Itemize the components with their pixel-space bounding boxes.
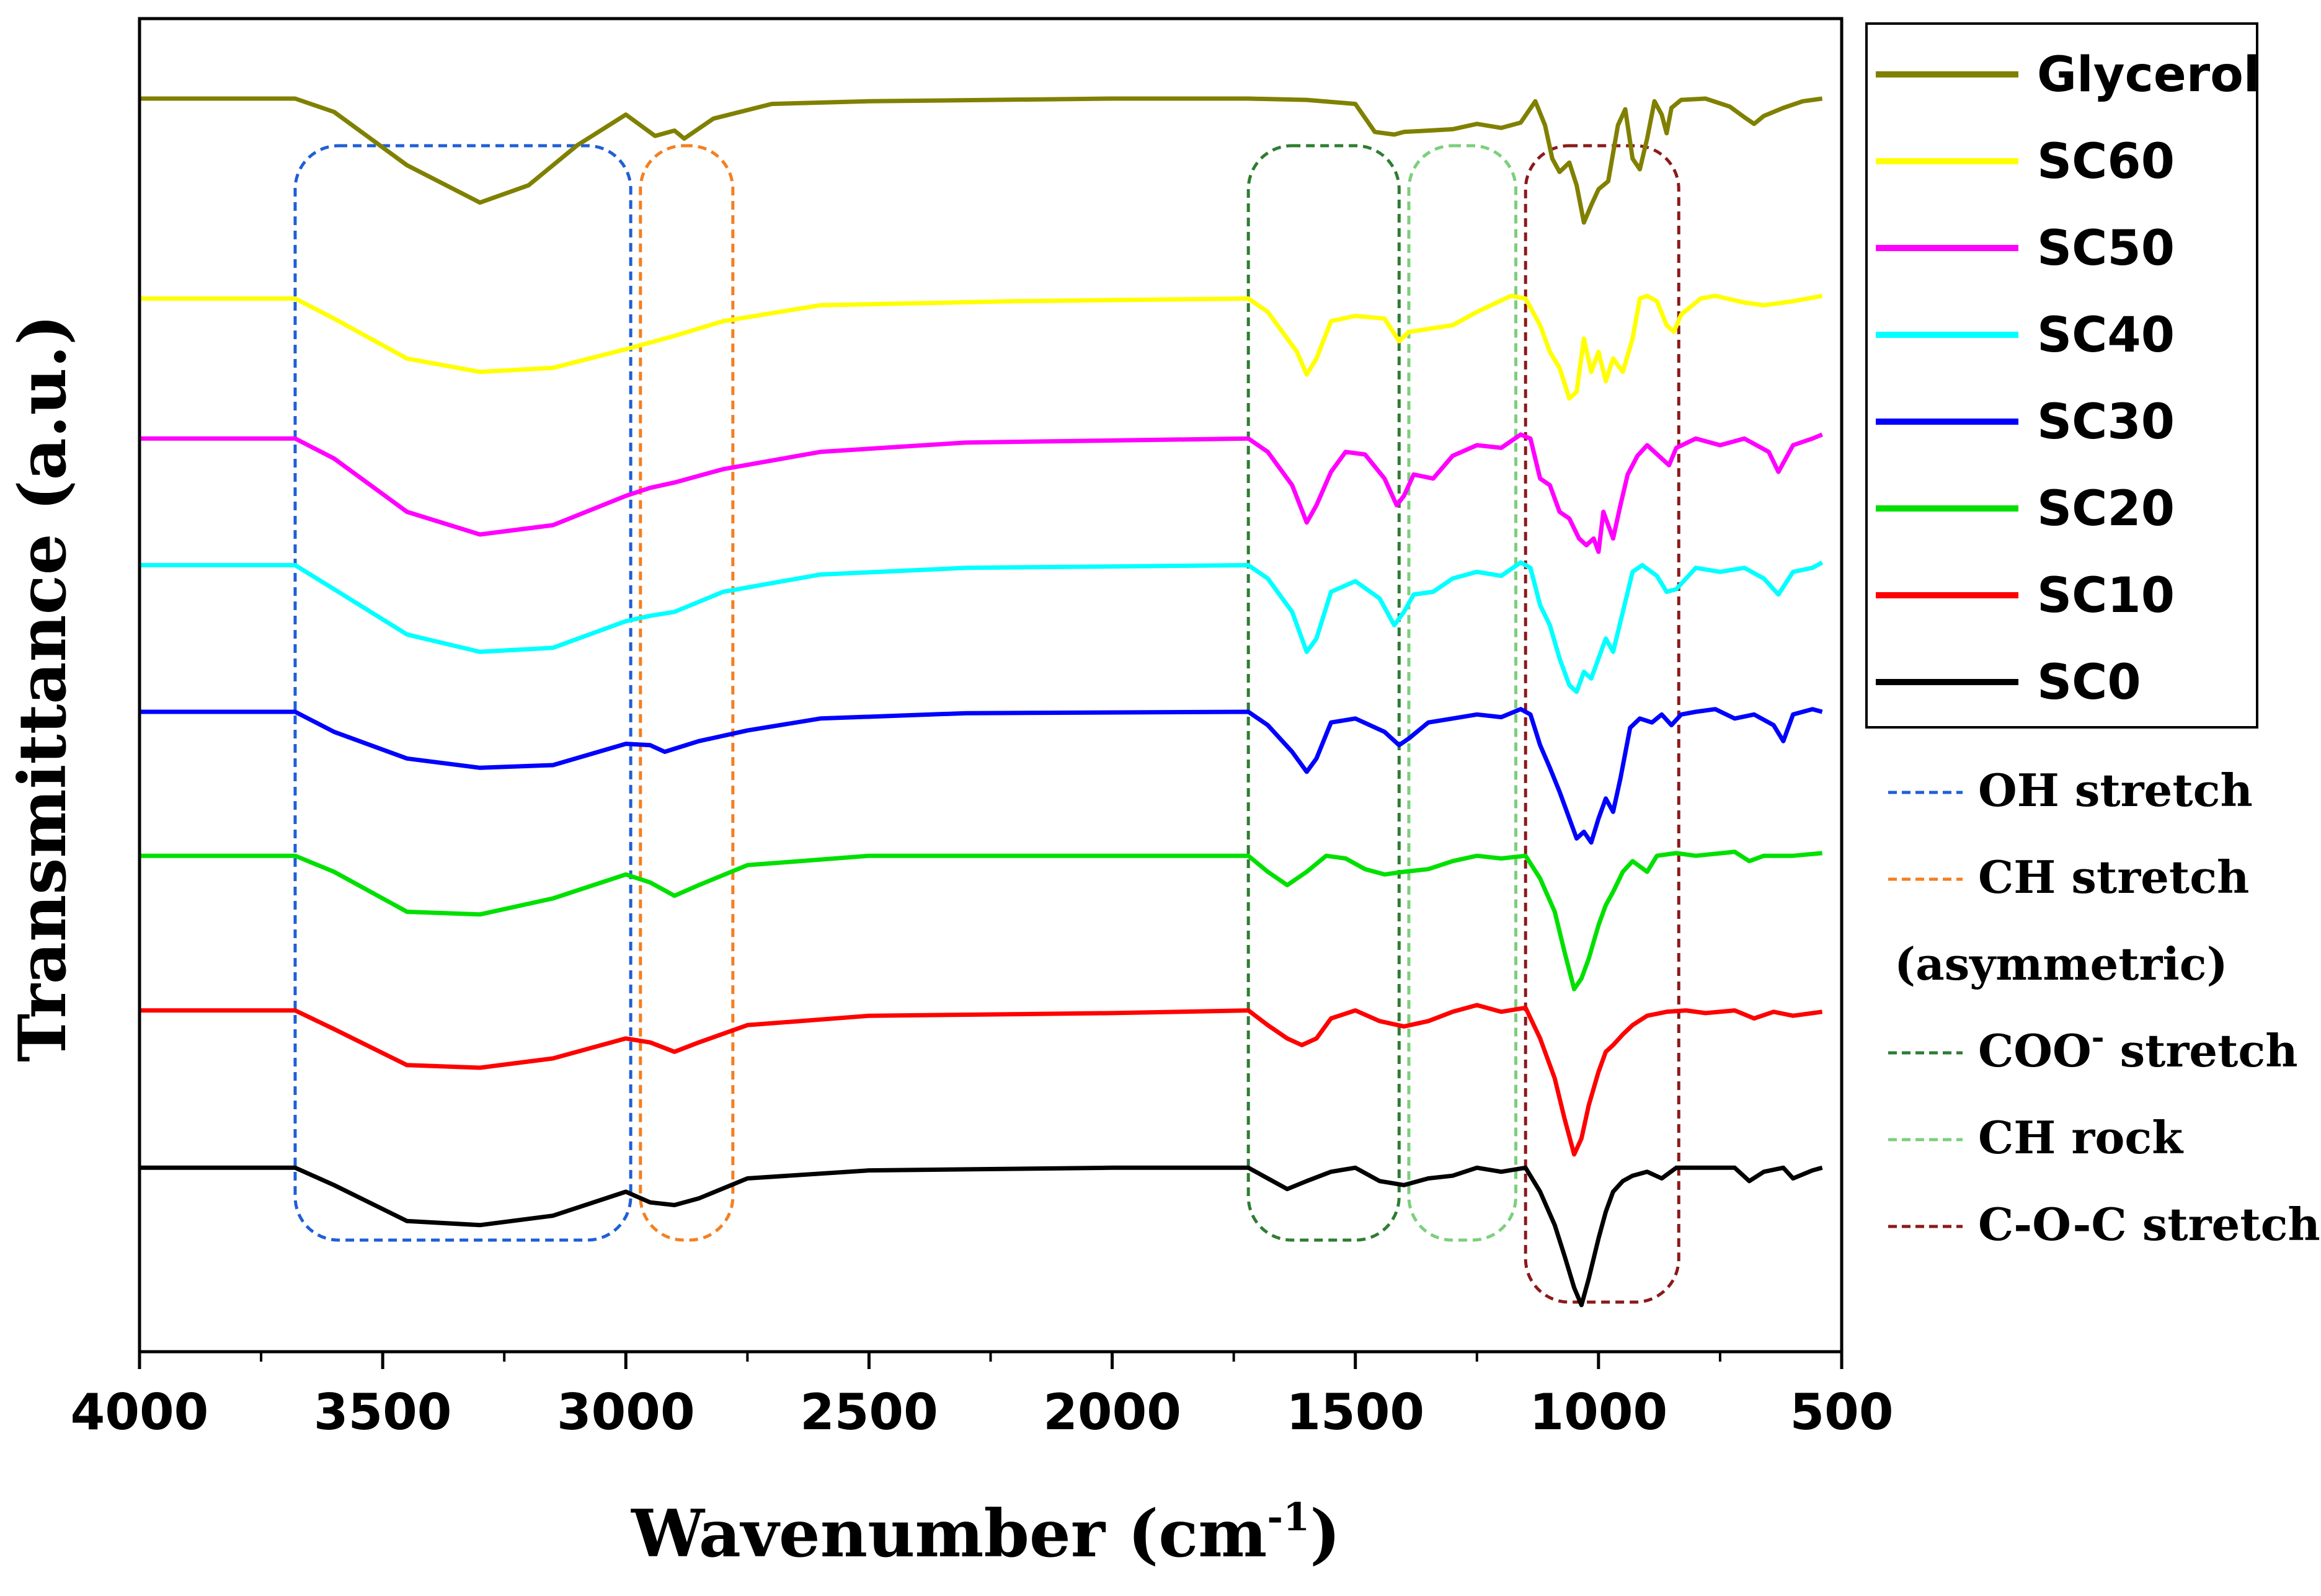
series-line-sc0 [140, 1165, 1823, 1308]
legend-label-sc0: SC0 [2037, 655, 2141, 711]
series-line-glycerol [140, 96, 1823, 225]
legend-label-sc30: SC30 [2037, 394, 2175, 450]
region-legend-label-4: C-O-C stretch [1978, 1198, 2320, 1251]
series-line-sc50 [140, 432, 1823, 554]
legend-label-sc20: SC20 [2037, 481, 2175, 537]
x-tick-label: 1500 [1286, 1383, 1424, 1441]
region-legend-label-2: COO- stretch [1978, 1019, 2298, 1077]
legend: Glycerol SC60 SC50 SC40 SC30 SC20 SC10 SC0 [1865, 22, 2260, 729]
series-line-sc60 [140, 293, 1823, 401]
region-box-2 [1246, 144, 1401, 1242]
series-line-sc30 [140, 707, 1823, 845]
legend-label-glycerol: Glycerol [2037, 47, 2260, 103]
legend-label-sc60: SC60 [2037, 134, 2175, 190]
region-legend: OH stretch CH stretch (asymmetric) COO- str… [1888, 764, 2320, 1251]
region-boxes [293, 144, 1680, 1304]
region-legend-label-1-line2: (asymmetric) [1894, 938, 2228, 990]
legend-box [1865, 22, 2258, 729]
legend-label-sc50: SC50 [2037, 221, 2175, 277]
series-lines [140, 96, 1824, 1308]
x-tick-label: 2000 [1043, 1383, 1181, 1441]
x-title-sup: -1 [1267, 1494, 1310, 1540]
x-tick-label: 500 [1790, 1383, 1894, 1441]
series-line-sc40 [140, 560, 1824, 694]
region-box-1 [639, 144, 735, 1242]
x-tick-label: 1000 [1530, 1383, 1668, 1441]
region-legend-label-0: OH stretch [1978, 764, 2253, 817]
x-tick-label: 3500 [314, 1383, 452, 1441]
region-legend-label-1: CH stretch [1978, 851, 2249, 903]
x-tick-label: 3000 [557, 1383, 695, 1441]
y-axis-title: Transmittance (a.u.) [4, 314, 81, 1062]
legend-label-sc40: SC40 [2037, 308, 2175, 363]
x-axis-title: Wavenumber (cm-1) [631, 1494, 1341, 1572]
region-box-3 [1407, 144, 1518, 1242]
series-line-sc10 [140, 1003, 1823, 1157]
x-title-main: Wavenumber (cm [631, 1495, 1267, 1572]
region-legend-label-3: CH rock [1978, 1111, 2184, 1164]
axes: 4000 3500 3000 2500 2000 1500 1000 500 [71, 17, 1894, 1441]
legend-label-sc10: SC10 [2037, 568, 2175, 624]
region-box-0 [293, 144, 632, 1242]
region-box-4 [1524, 144, 1680, 1304]
x-tick-label: 2500 [800, 1383, 938, 1441]
series-line-sc20 [140, 849, 1822, 991]
x-title-close: ) [1310, 1495, 1341, 1572]
x-tick-label: 4000 [71, 1383, 209, 1441]
